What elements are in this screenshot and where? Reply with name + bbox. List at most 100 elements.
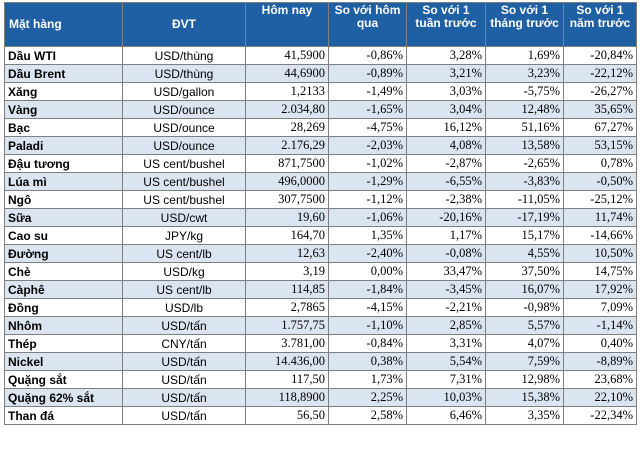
- change-vs-yesterday: 2,58%: [328, 406, 407, 425]
- price-today: 164,70: [245, 226, 329, 245]
- change-vs-year: 14,75%: [563, 262, 637, 281]
- commodity-name: Nhôm: [4, 316, 123, 335]
- change-vs-week: 3,21%: [406, 64, 486, 83]
- price-today: 307,7500: [245, 190, 329, 209]
- commodity-name: Xăng: [4, 82, 123, 101]
- change-vs-week: -2,21%: [406, 298, 486, 317]
- unit-cell: US cent/lb: [122, 244, 246, 263]
- price-today: 2,7865: [245, 298, 329, 317]
- change-vs-yesterday: 1,73%: [328, 370, 407, 389]
- change-vs-week: 2,85%: [406, 316, 486, 335]
- change-vs-yesterday: 0,00%: [328, 262, 407, 281]
- change-vs-yesterday: -1,12%: [328, 190, 407, 209]
- table-row: Nhôm USD/tấn 1.757,75 -1,10% 2,85% 5,57% -1,14…: [4, 316, 637, 335]
- unit-cell: USD/tấn: [122, 316, 246, 335]
- change-vs-week: 16,12%: [406, 118, 486, 137]
- change-vs-week: -6,55%: [406, 172, 486, 191]
- price-today: 2.034,80: [245, 100, 329, 119]
- change-vs-yesterday: -1,49%: [328, 82, 407, 101]
- change-vs-month: -2,65%: [485, 154, 564, 173]
- price-today: 117,50: [245, 370, 329, 389]
- change-vs-week: -0,08%: [406, 244, 486, 263]
- change-vs-year: -22,12%: [563, 64, 637, 83]
- table-row: Quặng sắt USD/tấn 117,50 1,73% 7,31% 12,98% 23…: [4, 370, 637, 389]
- change-vs-week: -3,45%: [406, 280, 486, 299]
- commodity-name: Đường: [4, 244, 123, 263]
- table-body: Dầu WTI USD/thùng 41,5900 -0,86% 3,28% 1,69% -…: [4, 46, 637, 425]
- unit-cell: JPY/kg: [122, 226, 246, 245]
- price-today: 14.436,00: [245, 352, 329, 371]
- price-today: 3,19: [245, 262, 329, 281]
- price-today: 871,7500: [245, 154, 329, 173]
- change-vs-yesterday: -1,10%: [328, 316, 407, 335]
- change-vs-week: 1,17%: [406, 226, 486, 245]
- change-vs-month: -11,05%: [485, 190, 564, 209]
- change-vs-week: 6,46%: [406, 406, 486, 425]
- table-row: Bạc USD/ounce 28,269 -4,75% 16,12% 51,16% 67,2…: [4, 118, 637, 137]
- change-vs-month: 13,58%: [485, 136, 564, 155]
- unit-cell: USD/cwt: [122, 208, 246, 227]
- table-row: Đường US cent/lb 12,63 -2,40% -0,08% 4,55% 10,…: [4, 244, 637, 263]
- table-row: Đậu tương US cent/bushel 871,7500 -1,02% -2,…: [4, 154, 637, 173]
- commodity-name: Sữa: [4, 208, 123, 227]
- change-vs-yesterday: 2,25%: [328, 388, 407, 407]
- change-vs-month: 12,48%: [485, 100, 564, 119]
- change-vs-week: 7,31%: [406, 370, 486, 389]
- change-vs-week: 3,31%: [406, 334, 486, 353]
- unit-cell: USD/tấn: [122, 388, 246, 407]
- table-row: Càphê US cent/lb 114,85 -1,84% -3,45% 16,07% 1…: [4, 280, 637, 299]
- table-row: Xăng USD/gallon 1,2133 -1,49% 3,03% -5,75% -26…: [4, 82, 637, 101]
- commodity-name: Than đá: [4, 406, 123, 425]
- table-row: Đồng USD/lb 2,7865 -4,15% -2,21% -0,98% 7,09%: [4, 298, 637, 317]
- change-vs-month: 1,69%: [485, 46, 564, 65]
- change-vs-year: -8,89%: [563, 352, 637, 371]
- commodity-name: Lúa mì: [4, 172, 123, 191]
- change-vs-yesterday: 0,38%: [328, 352, 407, 371]
- change-vs-yesterday: -1,02%: [328, 154, 407, 173]
- price-today: 19,60: [245, 208, 329, 227]
- change-vs-year: 7,09%: [563, 298, 637, 317]
- change-vs-year: 53,15%: [563, 136, 637, 155]
- header-vs-month: So với 1 tháng trước: [485, 2, 564, 47]
- change-vs-yesterday: 1,35%: [328, 226, 407, 245]
- table-row: Ngô US cent/bushel 307,7500 -1,12% -2,38% -11…: [4, 190, 637, 209]
- price-today: 496,0000: [245, 172, 329, 191]
- table-row: Quặng 62% sắt USD/tấn 118,8900 2,25% 10,03% 1…: [4, 388, 637, 407]
- change-vs-yesterday: -1,29%: [328, 172, 407, 191]
- table-row: Cao su JPY/kg 164,70 1,35% 1,17% 15,17% -14,66…: [4, 226, 637, 245]
- commodity-name: Dầu Brent: [4, 64, 123, 83]
- price-today: 114,85: [245, 280, 329, 299]
- change-vs-week: 5,54%: [406, 352, 486, 371]
- change-vs-yesterday: -0,86%: [328, 46, 407, 65]
- change-vs-month: 4,55%: [485, 244, 564, 263]
- change-vs-yesterday: -1,84%: [328, 280, 407, 299]
- change-vs-week: 33,47%: [406, 262, 486, 281]
- commodity-name: Đậu tương: [4, 154, 123, 173]
- table-row: Dầu WTI USD/thùng 41,5900 -0,86% 3,28% 1,69% -…: [4, 46, 637, 65]
- change-vs-year: 0,40%: [563, 334, 637, 353]
- table-row: Sữa USD/cwt 19,60 -1,06% -20,16% -17,19% 11,74…: [4, 208, 637, 227]
- change-vs-year: -14,66%: [563, 226, 637, 245]
- change-vs-yesterday: -1,06%: [328, 208, 407, 227]
- change-vs-week: -2,87%: [406, 154, 486, 173]
- unit-cell: USD/tấn: [122, 370, 246, 389]
- change-vs-year: -20,84%: [563, 46, 637, 65]
- unit-cell: USD/lb: [122, 298, 246, 317]
- change-vs-year: 67,27%: [563, 118, 637, 137]
- change-vs-month: 16,07%: [485, 280, 564, 299]
- unit-cell: USD/thùng: [122, 64, 246, 83]
- change-vs-year: -0,50%: [563, 172, 637, 191]
- commodity-name: Bạc: [4, 118, 123, 137]
- change-vs-yesterday: -1,65%: [328, 100, 407, 119]
- price-today: 44,6900: [245, 64, 329, 83]
- table-row: Paladi USD/ounce 2.176,29 -2,03% 4,08% 13,58%…: [4, 136, 637, 155]
- unit-cell: USD/tấn: [122, 406, 246, 425]
- commodity-name: Ngô: [4, 190, 123, 209]
- unit-cell: USD/ounce: [122, 100, 246, 119]
- change-vs-month: -0,98%: [485, 298, 564, 317]
- unit-cell: US cent/bushel: [122, 154, 246, 173]
- commodity-name: Vàng: [4, 100, 123, 119]
- change-vs-month: -5,75%: [485, 82, 564, 101]
- header-row: Mặt hàng ĐVT Hôm nay So với hôm qua So v…: [4, 2, 637, 47]
- change-vs-year: 35,65%: [563, 100, 637, 119]
